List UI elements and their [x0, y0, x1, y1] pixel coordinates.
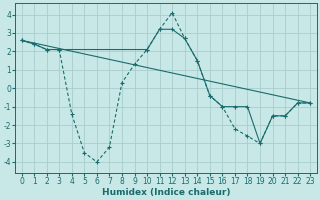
X-axis label: Humidex (Indice chaleur): Humidex (Indice chaleur) — [102, 188, 230, 197]
